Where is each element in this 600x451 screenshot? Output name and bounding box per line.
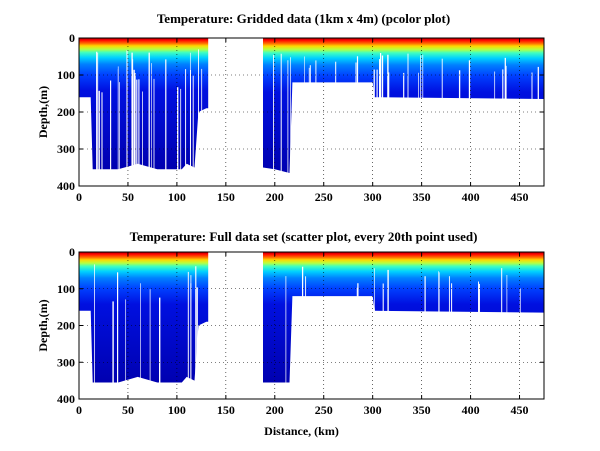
y-axis-label: Depth,(m): [36, 86, 50, 138]
x-tick-label: 0: [76, 403, 82, 417]
grid: [79, 252, 544, 399]
data-region-west: [79, 38, 209, 170]
x-tick-label: 450: [511, 190, 529, 204]
x-tick-label: 100: [168, 403, 186, 417]
data-region-east: [263, 252, 544, 383]
x-tick-label: 400: [462, 403, 480, 417]
x-tick-label: 300: [364, 403, 382, 417]
y-tick-label: 0: [69, 31, 75, 45]
grid: [79, 38, 544, 186]
bottom-panel: 0 50 100 150 200 250 300 350 400 450 0 100 200 300 400…: [36, 229, 545, 438]
y-tick-label: 0: [69, 245, 75, 259]
x-tick-label: 350: [413, 403, 431, 417]
profile-gaps: [96, 49, 539, 186]
x-tick-label: 150: [217, 190, 235, 204]
y-tick-label: 200: [57, 105, 75, 119]
y-tick-label: 400: [57, 179, 75, 193]
chart-title: Temperature: Full data set (scatter plot…: [130, 229, 478, 244]
x-tick-label: 0: [76, 190, 82, 204]
ticks: 0 50 100 150 200 250 300 350 400 450 0 100 200 300 400: [57, 31, 544, 204]
x-tick-label: 150: [217, 403, 235, 417]
top-panel: 0 50 100 150 200 250 300 350 400 450 0 100 200 300 400…: [36, 11, 545, 204]
y-tick-label: 100: [57, 68, 75, 82]
x-tick-label: 350: [413, 190, 431, 204]
x-tick-label: 100: [168, 190, 186, 204]
x-tick-label: 250: [315, 403, 333, 417]
temperature-field: [79, 38, 544, 173]
x-tick-label: 200: [266, 403, 284, 417]
y-tick-label: 200: [57, 319, 75, 333]
data-region-east: [263, 38, 544, 173]
x-tick-label: 450: [511, 403, 529, 417]
chart-title: Temperature: Gridded data (1km x 4m) (pc…: [157, 11, 450, 26]
ticks: 0 50 100 150 200 250 300 350 400 450 0 100 200 300 400: [57, 245, 544, 417]
x-tick-label: 250: [315, 190, 333, 204]
temperature-field: [79, 252, 544, 383]
x-tick-label: 50: [122, 403, 134, 417]
y-tick-label: 400: [57, 392, 75, 406]
x-tick-label: 400: [462, 190, 480, 204]
y-tick-label: 300: [57, 142, 75, 156]
x-tick-label: 50: [122, 190, 134, 204]
profile-gaps: [94, 264, 521, 399]
x-tick-label: 200: [266, 190, 284, 204]
data-region-west: [79, 252, 209, 383]
x-axis-label: Distance, (km): [264, 424, 339, 438]
y-tick-label: 100: [57, 282, 75, 296]
y-axis-label: Depth,(m): [36, 299, 50, 351]
x-tick-label: 300: [364, 190, 382, 204]
y-tick-label: 300: [57, 355, 75, 369]
